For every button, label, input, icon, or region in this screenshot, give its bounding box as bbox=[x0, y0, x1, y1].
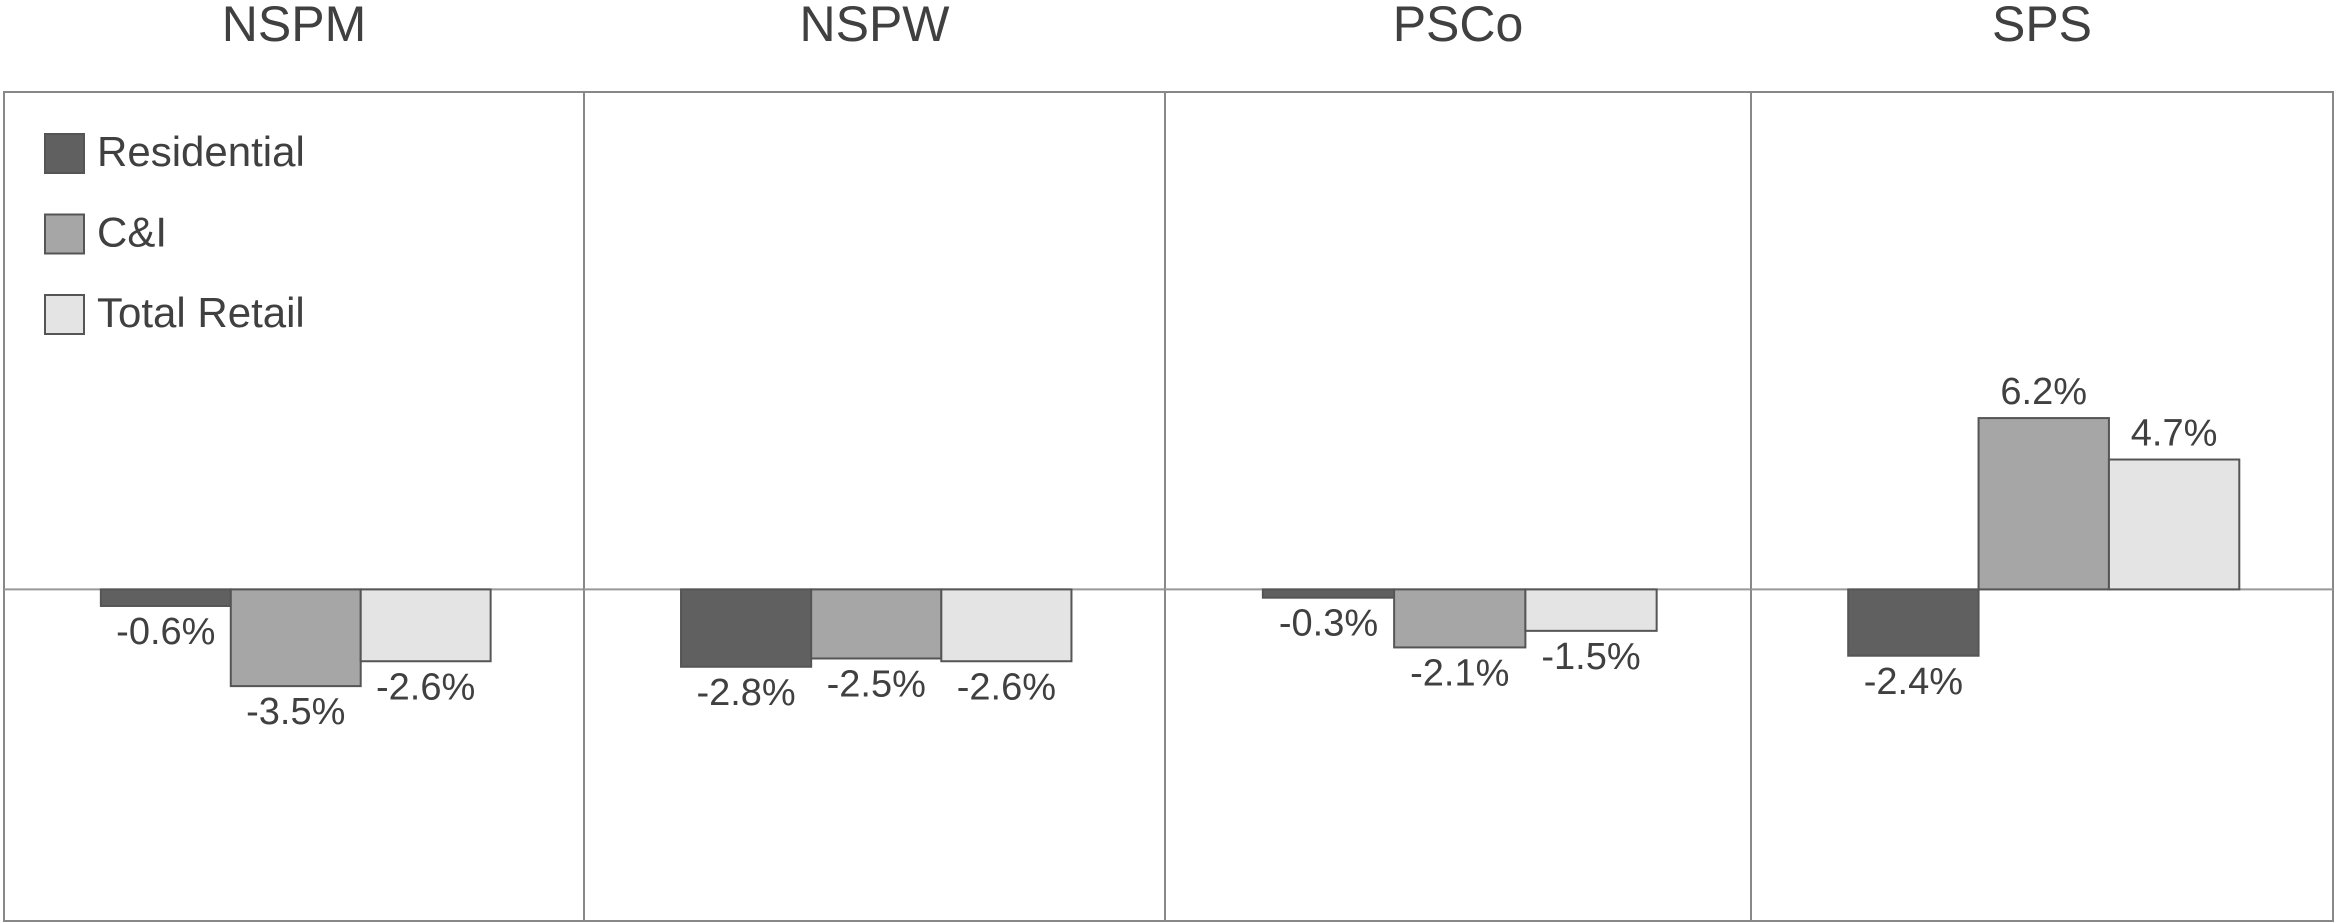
legend-label: C&I bbox=[97, 209, 167, 256]
bar bbox=[99, 588, 232, 607]
data-label: -2.6% bbox=[376, 666, 475, 708]
data-label: -2.1% bbox=[1410, 652, 1509, 694]
data-label: -0.3% bbox=[1279, 603, 1378, 645]
data-label: -2.8% bbox=[696, 672, 795, 714]
bar bbox=[1977, 417, 2110, 591]
bar bbox=[1847, 588, 1980, 657]
data-label: -1.5% bbox=[1541, 636, 1640, 678]
bar bbox=[680, 588, 813, 668]
legend-label: Total Retail bbox=[97, 289, 305, 336]
legend-swatch bbox=[44, 294, 85, 335]
data-label: -2.6% bbox=[957, 666, 1056, 708]
bar bbox=[1261, 588, 1396, 599]
bar bbox=[359, 588, 492, 663]
legend-label: Residential bbox=[97, 128, 305, 175]
panel-frame bbox=[1750, 91, 2334, 922]
panel-frame bbox=[3, 91, 585, 922]
bar bbox=[2107, 458, 2241, 591]
panel-frame bbox=[1164, 91, 1752, 922]
legend-swatch bbox=[44, 213, 85, 255]
data-label: 6.2% bbox=[2000, 371, 2087, 413]
data-label: -2.4% bbox=[1864, 661, 1963, 703]
panel-title: NSPW bbox=[800, 0, 951, 52]
data-label: -0.6% bbox=[116, 611, 215, 653]
bar bbox=[940, 588, 1073, 663]
bar bbox=[1393, 588, 1527, 649]
panel-title: SPS bbox=[1992, 0, 2092, 52]
data-label: 4.7% bbox=[2131, 413, 2218, 455]
panel-title: NSPM bbox=[222, 0, 366, 52]
bar bbox=[1524, 588, 1658, 632]
bar bbox=[229, 588, 362, 688]
data-label: -3.5% bbox=[246, 691, 345, 733]
panel-title: PSCo bbox=[1393, 0, 1524, 52]
data-label: -2.5% bbox=[827, 664, 926, 706]
bar bbox=[810, 588, 943, 660]
panel-frame bbox=[583, 91, 1166, 922]
legend-swatch bbox=[44, 133, 85, 174]
